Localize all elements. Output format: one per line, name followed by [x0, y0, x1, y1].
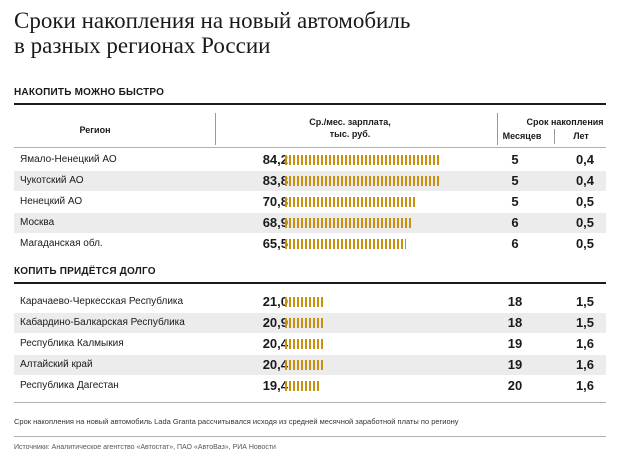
row-region: Москва: [20, 217, 55, 228]
row-salary: 20,9: [262, 315, 288, 330]
header-top-rule: [14, 103, 606, 105]
row-years: 1,5: [575, 315, 595, 330]
table-row: Ямало-Ненецкий АО 84,2 5 0,4: [14, 150, 606, 170]
row-months: 19: [507, 357, 523, 372]
row-salary: 70,8: [262, 194, 288, 209]
row-salary: 20,4: [262, 336, 288, 351]
row-region: Республика Дагестан: [20, 380, 119, 391]
row-region: Чукотский АО: [20, 175, 84, 186]
row-salary: 84,2: [262, 152, 288, 167]
row-years: 0,5: [575, 194, 595, 209]
row-years: 0,5: [575, 236, 595, 251]
table-row: Республика Калмыкия 20,4 19 1,6: [14, 334, 606, 354]
row-months: 6: [511, 236, 519, 251]
column-header-months: Месяцев: [502, 131, 542, 141]
chart-title-line-2: в разных регионах России: [14, 33, 271, 58]
row-years: 1,6: [575, 357, 595, 372]
row-salary: 83,8: [262, 173, 288, 188]
table-row: Магаданская обл. 65,5 6 0,5: [14, 234, 606, 254]
group-heading-slow: КОПИТЬ ПРИДЁТСЯ ДОЛГО: [14, 266, 156, 277]
salary-bar: [285, 197, 415, 207]
row-years: 1,6: [575, 378, 595, 393]
row-months: 20: [507, 378, 523, 393]
footnote-rule: [14, 436, 606, 437]
table-row: Алтайский край 20,4 19 1,6: [14, 355, 606, 375]
group-heading-fast: НАКОПИТЬ МОЖНО БЫСТРО: [14, 87, 165, 98]
table-row: Кабардино-Балкарская Республика 20,9 18 1,5: [14, 313, 606, 333]
row-salary: 21,0: [262, 294, 288, 309]
salary-bar: [285, 176, 439, 186]
salary-header-line-2: тыс. руб.: [329, 129, 371, 139]
table-row: Ненецкий АО 70,8 5 0,5: [14, 192, 606, 212]
row-months: 18: [507, 294, 523, 309]
column-header-period: Срок накопления: [526, 117, 604, 127]
column-header-salary: Ср./мес. зарплата, тыс. руб.: [280, 116, 420, 140]
row-months: 19: [507, 336, 523, 351]
salary-bar: [285, 339, 323, 349]
salary-bar: [285, 360, 323, 370]
header-bottom-rule: [14, 147, 606, 148]
row-salary: 65,5: [262, 236, 288, 251]
chart-title: Сроки накопления на новый автомобиль в р…: [14, 8, 574, 58]
salary-bar: [285, 297, 324, 307]
column-divider-3: [554, 129, 555, 144]
row-region: Кабардино-Балкарская Республика: [20, 317, 185, 328]
salary-bar: [285, 318, 323, 328]
row-years: 0,4: [575, 173, 595, 188]
row-years: 1,5: [575, 294, 595, 309]
row-salary: 19,4: [262, 378, 288, 393]
salary-header-line-1: Ср./мес. зарплата,: [309, 117, 391, 127]
row-months: 6: [511, 215, 519, 230]
row-region: Магаданская обл.: [20, 238, 103, 249]
row-months: 18: [507, 315, 523, 330]
row-region: Республика Калмыкия: [20, 338, 124, 349]
salary-bar: [285, 381, 321, 391]
row-months: 5: [511, 152, 519, 167]
row-region: Ненецкий АО: [20, 196, 83, 207]
row-months: 5: [511, 194, 519, 209]
row-years: 1,6: [575, 336, 595, 351]
chart-title-line-1: Сроки накопления на новый автомобиль: [14, 8, 411, 33]
row-region: Алтайский край: [20, 359, 93, 370]
sources: Источники: Аналитическое агентство «Авто…: [14, 444, 276, 451]
salary-bar: [285, 239, 406, 249]
column-header-years: Лет: [573, 131, 589, 141]
row-salary: 20,4: [262, 357, 288, 372]
table-bottom-rule: [14, 402, 606, 403]
row-region: Ямало-Ненецкий АО: [20, 154, 117, 165]
table-row: Карачаево-Черкесская Республика 21,0 18 1,5: [14, 292, 606, 312]
row-months: 5: [511, 173, 519, 188]
footnote: Срок накопления на новый автомобиль Lada…: [14, 417, 459, 426]
slow-group-top-rule: [14, 282, 606, 284]
row-region: Карачаево-Черкесская Республика: [20, 296, 184, 307]
table-row: Республика Дагестан 19,4 20 1,6: [14, 376, 606, 396]
salary-bar: [285, 155, 440, 165]
column-divider-1: [215, 113, 216, 145]
row-salary: 68,9: [262, 215, 288, 230]
salary-bar: [285, 218, 412, 228]
column-divider-2: [497, 113, 498, 145]
table-row: Москва 68,9 6 0,5: [14, 213, 606, 233]
column-header-region: Регион: [79, 125, 111, 135]
table-row: Чукотский АО 83,8 5 0,4: [14, 171, 606, 191]
row-years: 0,4: [575, 152, 595, 167]
row-years: 0,5: [575, 215, 595, 230]
